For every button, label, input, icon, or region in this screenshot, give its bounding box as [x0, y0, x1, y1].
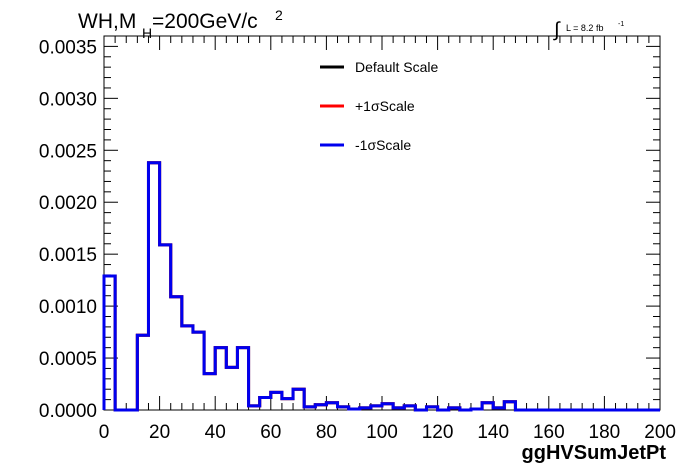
title-subscript: H [142, 25, 152, 41]
series-layer [102, 161, 660, 412]
title-main: WH,M [78, 10, 136, 33]
y-tick-label: 0.0000 [39, 401, 97, 422]
x-tick-label: 60 [260, 422, 281, 443]
y-tick-label: 0.0035 [39, 37, 97, 58]
y-tick-label: 0.0010 [39, 297, 97, 318]
lumi-text: L = 8.2 fb [566, 23, 603, 33]
legend-label-default: Default Scale [355, 59, 438, 75]
x-axis-title: ggHVSumJetPt [522, 442, 667, 464]
x-tick-label: 40 [205, 422, 226, 443]
legend-label-plus1sigma: +1σScale [355, 98, 415, 114]
y-tick-label: 0.0005 [39, 349, 97, 370]
x-tick-label: 80 [316, 422, 337, 443]
y-tick-label: 0.0015 [39, 245, 97, 266]
plot-frame [103, 35, 661, 411]
series-line-2 [102, 161, 660, 412]
x-tick-label: 20 [149, 422, 170, 443]
x-tick-label: 0 [99, 422, 110, 443]
title-superscript: 2 [275, 7, 283, 23]
integral-icon: ∫ [553, 19, 561, 41]
lumi-superscript: -1 [618, 21, 624, 28]
y-tick-label: 0.0030 [39, 89, 97, 110]
title-rest: =200GeV/c [152, 10, 258, 33]
series-line-0 [102, 161, 660, 412]
x-tick-label: 160 [533, 422, 565, 443]
series-line-1 [102, 161, 660, 412]
y-tick-label: 0.0020 [39, 193, 97, 214]
chart-title: WH,M H =200GeV/c 2 [78, 7, 283, 41]
legend: Default Scale +1σScale -1σScale [320, 59, 438, 153]
x-tick-label: 120 [422, 422, 454, 443]
x-tick-label: 140 [477, 422, 509, 443]
legend-label-minus1sigma: -1σScale [355, 137, 411, 153]
x-tick-label: 180 [589, 422, 621, 443]
lumi-label: ∫ L = 8.2 fb -1 [553, 19, 624, 41]
x-tick-label: 100 [366, 422, 398, 443]
x-tick-label: 200 [644, 422, 676, 443]
y-tick-label: 0.0025 [39, 141, 97, 162]
